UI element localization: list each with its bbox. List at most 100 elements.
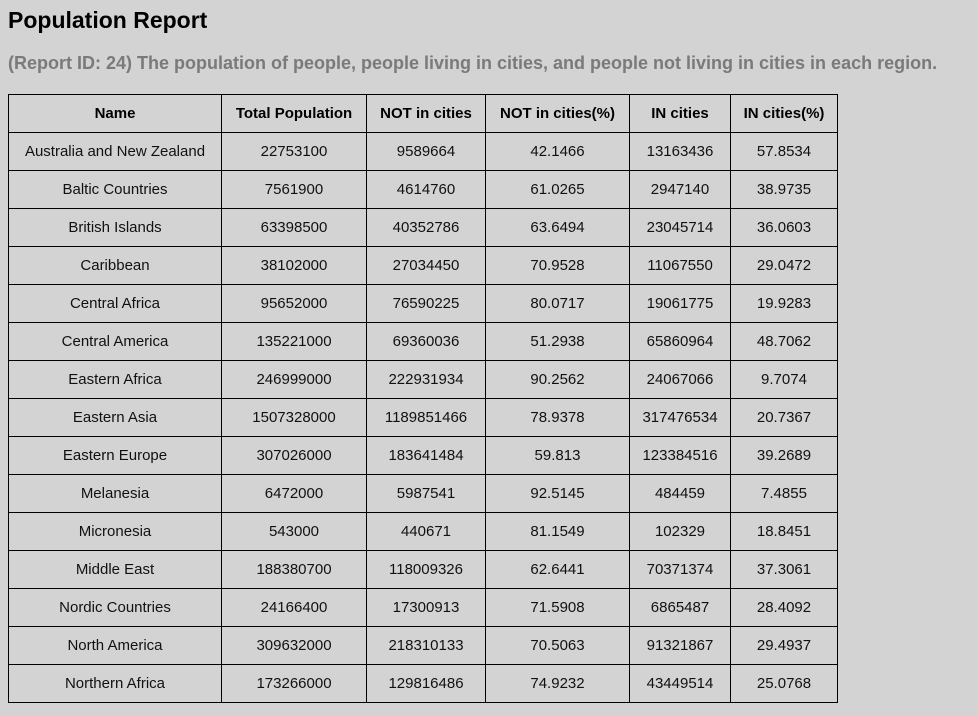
cell-name: Central America bbox=[8, 322, 222, 361]
cell-not-in-cities-percent: 62.6441 bbox=[485, 550, 630, 589]
cell-in-cities: 70371374 bbox=[629, 550, 731, 589]
cell-name: Baltic Countries bbox=[8, 170, 222, 209]
cell-not-in-cities: 440671 bbox=[366, 512, 486, 551]
table-row: Australia and New Zealand 22753100 9589664… bbox=[8, 132, 838, 171]
cell-not-in-cities: 76590225 bbox=[366, 284, 486, 323]
cell-in-cities: 24067066 bbox=[629, 360, 731, 399]
cell-name: Nordic Countries bbox=[8, 588, 222, 627]
cell-not-in-cities-percent: 61.0265 bbox=[485, 170, 630, 209]
cell-not-in-cities-percent: 74.9232 bbox=[485, 664, 630, 703]
cell-not-in-cities-percent: 42.1466 bbox=[485, 132, 630, 171]
cell-in-cities: 23045714 bbox=[629, 208, 731, 247]
cell-in-cities: 19061775 bbox=[629, 284, 731, 323]
table-row: North America 309632000 218310133 70.5063 91… bbox=[8, 626, 838, 665]
cell-in-cities: 91321867 bbox=[629, 626, 731, 665]
table-body: Australia and New Zealand 22753100 9589664… bbox=[8, 132, 838, 703]
table-row: Baltic Countries 7561900 4614760 61.0265 294… bbox=[8, 170, 838, 209]
cell-not-in-cities-percent: 70.9528 bbox=[485, 246, 630, 285]
cell-name: Northern Africa bbox=[8, 664, 222, 703]
cell-not-in-cities-percent: 59.813 bbox=[485, 436, 630, 475]
cell-in-cities: 317476534 bbox=[629, 398, 731, 437]
cell-name: Caribbean bbox=[8, 246, 222, 285]
cell-not-in-cities-percent: 51.2938 bbox=[485, 322, 630, 361]
cell-total-population: 188380700 bbox=[221, 550, 367, 589]
cell-not-in-cities-percent: 78.9378 bbox=[485, 398, 630, 437]
table-row: Melanesia 6472000 5987541 92.5145 484459 7.48… bbox=[8, 474, 838, 513]
cell-total-population: 63398500 bbox=[221, 208, 367, 247]
cell-name: Micronesia bbox=[8, 512, 222, 551]
cell-total-population: 543000 bbox=[221, 512, 367, 551]
cell-in-cities-percent: 57.8534 bbox=[730, 132, 838, 171]
cell-in-cities-percent: 36.0603 bbox=[730, 208, 838, 247]
cell-not-in-cities: 17300913 bbox=[366, 588, 486, 627]
cell-in-cities: 484459 bbox=[629, 474, 731, 513]
cell-name: North America bbox=[8, 626, 222, 665]
cell-total-population: 307026000 bbox=[221, 436, 367, 475]
table-row: Micronesia 543000 440671 81.1549 102329 18.84… bbox=[8, 512, 838, 551]
cell-name: Central Africa bbox=[8, 284, 222, 323]
cell-not-in-cities: 5987541 bbox=[366, 474, 486, 513]
cell-not-in-cities-percent: 70.5063 bbox=[485, 626, 630, 665]
cell-total-population: 95652000 bbox=[221, 284, 367, 323]
page-title: Population Report bbox=[8, 7, 208, 33]
cell-not-in-cities-percent: 90.2562 bbox=[485, 360, 630, 399]
header-not-in-cities-percent: NOT in cities(%) bbox=[485, 94, 630, 133]
cell-name: British Islands bbox=[8, 208, 222, 247]
cell-not-in-cities: 183641484 bbox=[366, 436, 486, 475]
table-row: British Islands 63398500 40352786 63.6494 23… bbox=[8, 208, 838, 247]
cell-not-in-cities-percent: 92.5145 bbox=[485, 474, 630, 513]
cell-not-in-cities: 40352786 bbox=[366, 208, 486, 247]
cell-total-population: 22753100 bbox=[221, 132, 367, 171]
cell-in-cities: 13163436 bbox=[629, 132, 731, 171]
cell-in-cities: 2947140 bbox=[629, 170, 731, 209]
cell-name: Eastern Africa bbox=[8, 360, 222, 399]
cell-name: Melanesia bbox=[8, 474, 222, 513]
cell-in-cities: 102329 bbox=[629, 512, 731, 551]
cell-total-population: 309632000 bbox=[221, 626, 367, 665]
cell-total-population: 1507328000 bbox=[221, 398, 367, 437]
table-header-row: Name Total Population NOT in cities NOT … bbox=[8, 94, 838, 133]
header-in-cities-percent: IN cities(%) bbox=[730, 94, 838, 133]
cell-in-cities: 43449514 bbox=[629, 664, 731, 703]
cell-in-cities-percent: 18.8451 bbox=[730, 512, 838, 551]
table-row: Eastern Asia 1507328000 1189851466 78.9378 3… bbox=[8, 398, 838, 437]
cell-in-cities-percent: 19.9283 bbox=[730, 284, 838, 323]
cell-in-cities-percent: 9.7074 bbox=[730, 360, 838, 399]
cell-in-cities-percent: 38.9735 bbox=[730, 170, 838, 209]
cell-in-cities-percent: 7.4855 bbox=[730, 474, 838, 513]
cell-total-population: 7561900 bbox=[221, 170, 367, 209]
cell-in-cities: 65860964 bbox=[629, 322, 731, 361]
cell-not-in-cities-percent: 71.5908 bbox=[485, 588, 630, 627]
cell-total-population: 38102000 bbox=[221, 246, 367, 285]
cell-name: Eastern Asia bbox=[8, 398, 222, 437]
cell-total-population: 246999000 bbox=[221, 360, 367, 399]
cell-in-cities-percent: 48.7062 bbox=[730, 322, 838, 361]
table-row: Middle East 188380700 118009326 62.6441 7037… bbox=[8, 550, 838, 589]
cell-total-population: 173266000 bbox=[221, 664, 367, 703]
table-row: Eastern Europe 307026000 183641484 59.813 12… bbox=[8, 436, 838, 475]
cell-name: Middle East bbox=[8, 550, 222, 589]
table-row: Nordic Countries 24166400 17300913 71.5908 6… bbox=[8, 588, 838, 627]
cell-not-in-cities-percent: 81.1549 bbox=[485, 512, 630, 551]
cell-total-population: 24166400 bbox=[221, 588, 367, 627]
cell-in-cities-percent: 29.0472 bbox=[730, 246, 838, 285]
report-subtitle: (Report ID: 24) The population of people… bbox=[8, 53, 938, 73]
cell-total-population: 135221000 bbox=[221, 322, 367, 361]
cell-not-in-cities: 69360036 bbox=[366, 322, 486, 361]
table-row: Central Africa 95652000 76590225 80.0717 190… bbox=[8, 284, 838, 323]
header-in-cities: IN cities bbox=[629, 94, 731, 133]
cell-not-in-cities: 222931934 bbox=[366, 360, 486, 399]
table-row: Eastern Africa 246999000 222931934 90.2562 2… bbox=[8, 360, 838, 399]
header-name: Name bbox=[8, 94, 222, 133]
cell-in-cities: 11067550 bbox=[629, 246, 731, 285]
cell-in-cities: 6865487 bbox=[629, 588, 731, 627]
cell-not-in-cities-percent: 80.0717 bbox=[485, 284, 630, 323]
cell-in-cities-percent: 29.4937 bbox=[730, 626, 838, 665]
table-row: Central America 135221000 69360036 51.2938 6… bbox=[8, 322, 838, 361]
cell-name: Eastern Europe bbox=[8, 436, 222, 475]
table-row: Northern Africa 173266000 129816486 74.9232… bbox=[8, 664, 838, 703]
cell-in-cities: 123384516 bbox=[629, 436, 731, 475]
cell-not-in-cities: 27034450 bbox=[366, 246, 486, 285]
cell-not-in-cities: 9589664 bbox=[366, 132, 486, 171]
